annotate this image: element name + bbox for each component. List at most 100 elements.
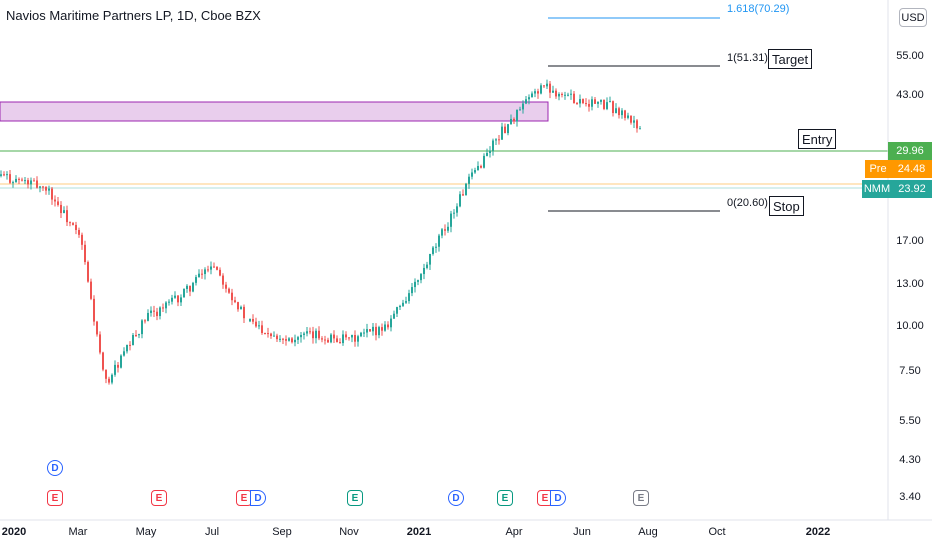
candle-body [564, 94, 566, 96]
candle-body [237, 302, 239, 310]
candle-body [36, 180, 38, 188]
candle-body [174, 295, 176, 298]
candle-body [303, 333, 305, 335]
candle-body [438, 235, 440, 247]
candle-body [603, 99, 605, 109]
candle-body [591, 99, 593, 107]
candle-body [129, 344, 131, 346]
candle-body [555, 90, 557, 97]
candle-body [15, 178, 17, 183]
resistance-zone[interactable] [0, 101, 549, 122]
currency-button[interactable]: USD [899, 8, 927, 27]
candle-body [366, 329, 368, 333]
candle-body [468, 176, 470, 184]
candle-body [30, 180, 32, 185]
candle-body [384, 324, 386, 331]
candle-body [93, 298, 95, 322]
chart-title: Navios Maritime Partners LP, 1D, Cboe BZ… [6, 8, 261, 23]
time-axis-label: Mar [68, 526, 88, 538]
candle-body [210, 266, 212, 270]
entry-annotation[interactable]: Entry [798, 129, 837, 149]
candle-body [582, 99, 584, 104]
time-axis-label: Nov [339, 526, 359, 538]
pre-market-label: Pre [865, 160, 891, 178]
candle-body [213, 266, 215, 268]
price-axis-label: 13.00 [896, 278, 924, 290]
candle-body [477, 165, 479, 171]
candle-body [105, 369, 107, 379]
candle-body [393, 313, 395, 319]
time-axis-label: Oct [708, 526, 726, 538]
candle-body [285, 339, 287, 341]
candle-body [345, 334, 347, 338]
candle-body [39, 186, 41, 188]
dividend-icon[interactable]: D [47, 460, 63, 476]
candle-body [81, 234, 83, 245]
candle-body [330, 334, 332, 343]
candle-body [627, 115, 629, 118]
candle-body [507, 124, 509, 134]
candle-body [6, 174, 8, 176]
candle-body [225, 284, 227, 289]
stop-annotation[interactable]: Stop [769, 196, 804, 216]
candle-body [336, 338, 338, 343]
candle-body [258, 325, 260, 327]
candle-body [375, 326, 377, 336]
candle-body [459, 194, 461, 207]
candle-body [153, 310, 155, 312]
candle-body [297, 337, 299, 340]
candle-body [318, 330, 320, 339]
earnings-icon[interactable]: E [151, 490, 167, 506]
price-axis-label: 5.50 [899, 415, 921, 427]
candle-body [189, 285, 191, 292]
candle-body [342, 334, 344, 344]
candle-body [453, 212, 455, 214]
candle-body [498, 139, 500, 141]
time-axis-label: Jul [204, 526, 220, 538]
price-axis-label: 55.00 [896, 50, 924, 62]
dividend-icon[interactable]: D [550, 490, 566, 506]
candle-body [276, 335, 278, 340]
earnings-icon[interactable]: E [347, 490, 363, 506]
candle-body [204, 269, 206, 275]
candle-body [492, 140, 494, 151]
candle-body [228, 288, 230, 293]
candle-body [312, 331, 314, 339]
candle-body [126, 344, 128, 352]
candle-body [522, 103, 524, 110]
candle-body [513, 118, 515, 122]
earnings-icon[interactable]: E [497, 490, 513, 506]
candle-body [369, 329, 371, 332]
candle-body [549, 83, 551, 93]
candle-body [417, 280, 419, 282]
price-axis-label: 7.50 [899, 365, 921, 377]
candle-body [552, 90, 554, 93]
candle-body [66, 210, 68, 223]
candle-body [234, 300, 236, 303]
time-axis-label: Sep [272, 526, 292, 538]
earnings-icon[interactable]: E [633, 490, 649, 506]
candle-body [141, 320, 143, 335]
price-axis-label: 43.00 [896, 89, 924, 101]
time-axis-label: 2020 [1, 526, 27, 538]
candle-body [516, 109, 518, 122]
candle-body [261, 325, 263, 334]
candle-body [201, 273, 203, 275]
dividend-icon[interactable]: D [250, 490, 266, 506]
candle-body [72, 223, 74, 225]
candle-body [378, 327, 380, 336]
target-annotation[interactable]: Target [768, 49, 813, 69]
fib-0-label: 0(20.60) [727, 197, 768, 209]
candle-body [231, 292, 233, 301]
dividend-icon[interactable]: D [448, 490, 464, 506]
candle-body [504, 126, 506, 134]
candle-body [78, 229, 80, 235]
candle-body [540, 85, 542, 94]
candle-body [198, 273, 200, 278]
candle-body [147, 312, 149, 321]
candle-body [192, 282, 194, 292]
candle-body [360, 332, 362, 337]
earnings-icon[interactable]: E [47, 490, 63, 506]
candle-body [483, 155, 485, 168]
